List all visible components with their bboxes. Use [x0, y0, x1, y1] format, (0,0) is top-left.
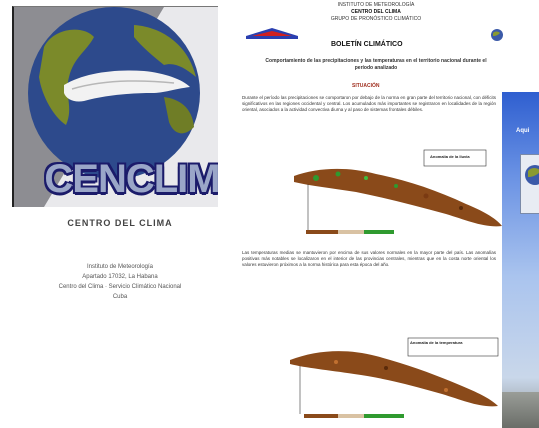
header-line: GRUPO DE PRONÓSTICO CLIMÁTICO	[330, 16, 422, 22]
cenclim-cover-panel: CENCLIM CENTRO DEL CLIMA Instituto de Me…	[0, 0, 232, 428]
photo-ground	[502, 392, 539, 428]
caption-line: Apartado 17032, La Habana	[82, 274, 158, 280]
section-heading: SITUACIÓN	[352, 83, 380, 89]
paragraph: Durante el período las precipitaciones s…	[242, 95, 496, 112]
globe-icon	[491, 29, 503, 41]
institute-logo-icon	[246, 28, 298, 39]
doc-header: INSTITUTO DE METEOROLOGÍA CENTRO DEL CLI…	[296, 2, 456, 23]
paragraph: Las temperaturas medias se mantuvieron p…	[242, 250, 496, 267]
map-legend-label: Anomalía de la temperatura	[410, 340, 463, 345]
bulletin-lead: Comportamiento de las precipitaciones y …	[265, 58, 487, 71]
caption-line: Instituto de Meteorología	[86, 264, 154, 270]
photo-overlay-text: Aqui	[516, 128, 530, 134]
header-line: CENTRO DEL CLIMA	[351, 9, 401, 15]
header-line: INSTITUTO DE METEOROLOGÍA	[337, 2, 415, 8]
photo-inset-frame	[520, 154, 539, 214]
cenclim-logo-frame: CENCLIM	[12, 6, 218, 207]
climate-bulletin-document: INSTITUTO DE METEOROLOGÍA CENTRO DEL CLI…	[236, 0, 503, 428]
landscape-photo: Aqui	[502, 92, 539, 428]
cenclim-logo-graphic	[28, 7, 218, 207]
caption-line: Cuba	[112, 294, 128, 300]
caption-lines: Instituto de Meteorología Apartado 17032…	[20, 262, 220, 302]
temperature-anomaly-map	[290, 337, 499, 418]
cenclim-logo-text: CENCLIM	[44, 157, 218, 201]
bulletin-title: BOLETÍN CLIMÁTICO	[331, 41, 403, 48]
caption-line: Centro del Clima · Servicio Climático Na…	[58, 284, 182, 290]
caption-title: CENTRO DEL CLIMA	[67, 218, 173, 228]
map-legend-label: Anomalía de la lluvia	[430, 154, 470, 159]
rainfall-anomaly-map	[294, 149, 502, 234]
globe-icon	[525, 165, 539, 185]
